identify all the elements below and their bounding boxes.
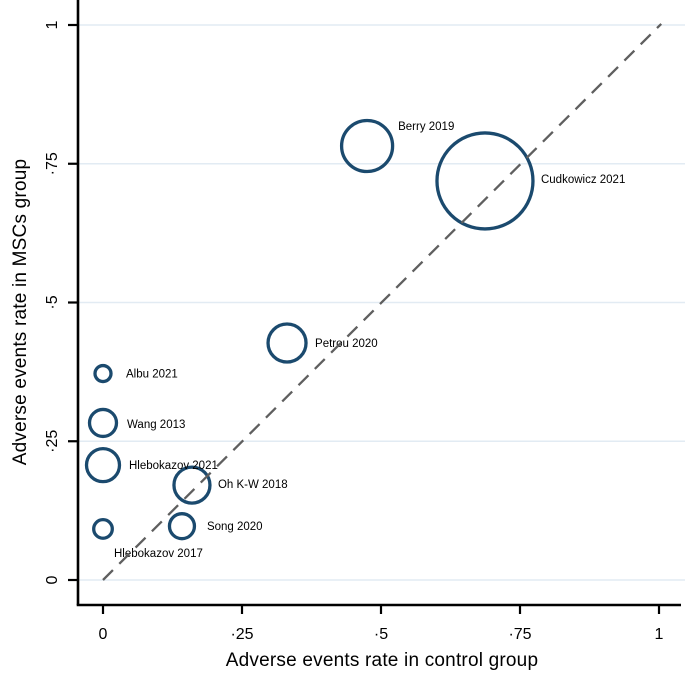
y-tick-label: ·25: [44, 430, 61, 453]
x-tick-label: ·25: [230, 626, 253, 643]
y-tick-label: 1: [44, 20, 61, 29]
study-bubble: [92, 517, 114, 540]
study-bubble: [93, 363, 113, 384]
study-bubble: [172, 465, 212, 505]
study-label: Hlebokazov 2021: [129, 460, 218, 472]
study-label: Petrou 2020: [315, 338, 378, 350]
y-tick-label: ·75: [44, 152, 61, 175]
x-tick-label: ·5: [374, 626, 388, 643]
x-axis-title: Adverse events rate in control group: [225, 650, 539, 671]
study-bubble: [266, 322, 308, 364]
study-label: Hlebokazov 2017: [114, 548, 203, 560]
y-tick-label: 0: [44, 575, 61, 584]
y-tick-label: ·5: [44, 295, 61, 309]
study-bubble: [87, 407, 119, 439]
x-tick-label: ·75: [508, 626, 531, 643]
study-label: Oh K-W 2018: [218, 479, 288, 491]
study-bubble: [339, 118, 395, 174]
identity-line: [102, 23, 663, 581]
x-tick-label: 0: [99, 626, 108, 643]
study-bubble: [84, 446, 122, 484]
x-tick-label: 1: [655, 626, 664, 643]
study-label: Albu 2021: [126, 369, 178, 381]
study-label: Cudkowicz 2021: [541, 174, 625, 186]
study-label: Song 2020: [207, 521, 263, 533]
study-bubble: [167, 512, 197, 541]
y-axis-title: Adverse events rate in MSCs group: [10, 158, 31, 466]
study-bubble: [435, 131, 535, 231]
study-label: Wang 2013: [127, 419, 185, 431]
study-label: Berry 2019: [398, 121, 454, 133]
